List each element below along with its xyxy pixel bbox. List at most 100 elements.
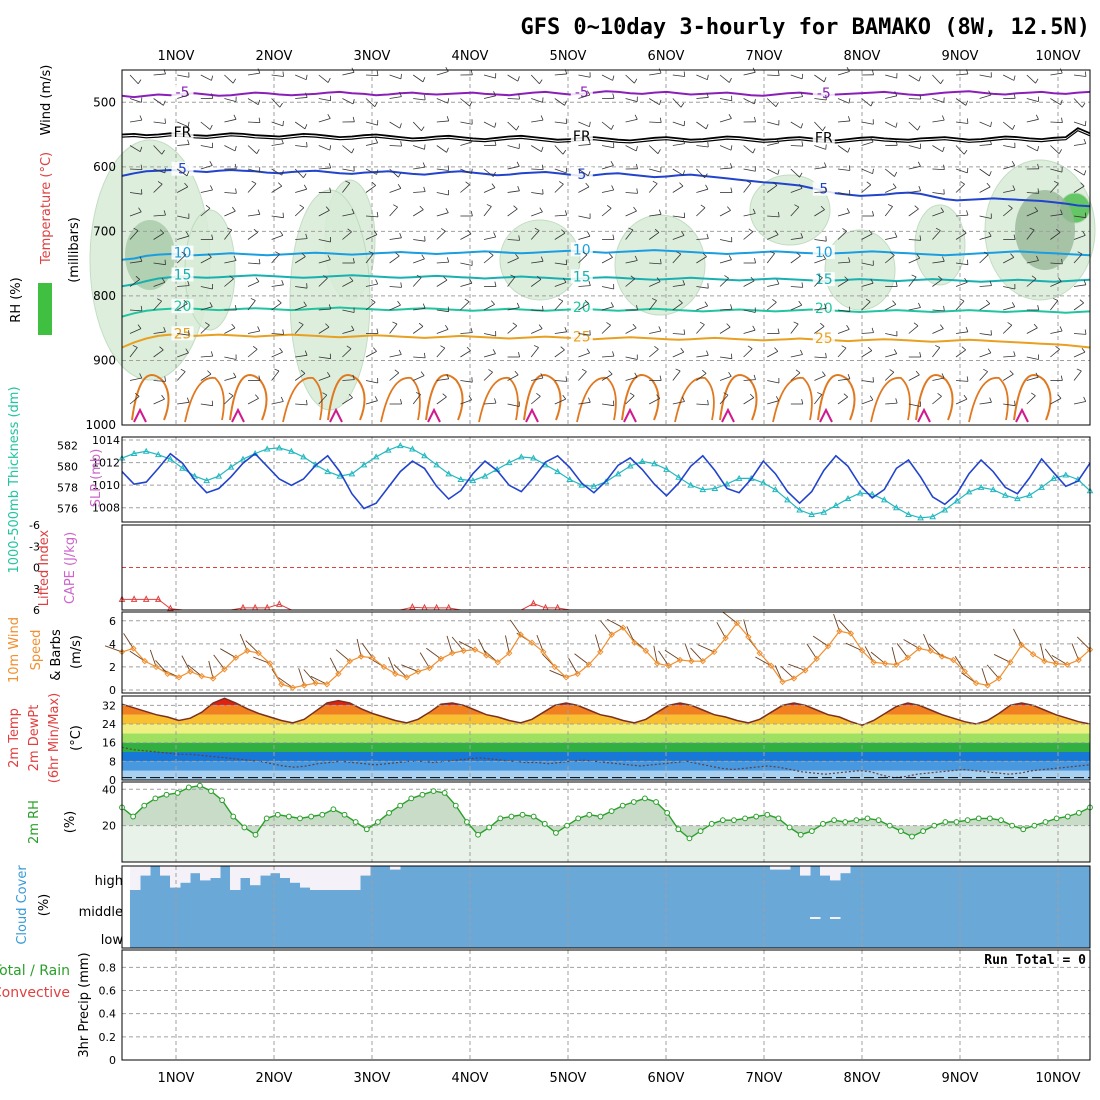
isotherm--5 [121,90,1091,99]
li-marker [154,595,162,602]
rh-marker [897,828,904,834]
wind-barb [932,260,945,264]
wind-barb [1050,72,1063,76]
rh-marker [764,811,771,818]
slp-marker [772,486,779,493]
wind-barb [1073,235,1086,240]
wind-barb [365,142,378,146]
wind-barb [177,74,190,78]
surface-wind-barb [1076,636,1091,650]
wind-barb-feather [704,173,708,178]
wind-barb [837,396,848,405]
wind-barb [884,371,895,381]
wind-barb [1073,74,1086,77]
wind-barb [436,261,449,264]
wind-barb [908,165,921,170]
wind-barb [766,98,777,107]
wind-barb [861,301,871,311]
wind-speed-marker [1007,659,1014,666]
rh-marker [664,810,671,816]
wind-barb [955,232,967,240]
wind-barb-feather [728,255,732,260]
wind-speed-marker [1041,657,1048,665]
rh-marker [263,815,270,822]
rh-marker [185,784,192,791]
surface-wind-barb [245,640,259,654]
rh2m-frame [121,781,1091,863]
wind-barb-feather [702,252,707,257]
day-label-bottom: 5NOV [550,1071,587,1086]
wind-barb [342,280,354,287]
wind-barb [1026,74,1036,84]
rh-marker [386,810,392,816]
wind-barb-feather [609,253,613,258]
wind-barb [1050,98,1061,106]
wind-barb [294,373,306,381]
wind-speed-marker [369,654,376,661]
wind10-axis-label: 10m Wind [7,617,22,683]
wind-barb-feather [793,321,799,325]
wind-barb-feather [185,90,190,96]
surface-wind-barb [1039,643,1045,662]
slp-marker [626,462,634,469]
rh-marker [820,820,826,827]
wind-barb [885,236,898,240]
wind-barb [342,71,355,76]
wind-speed-marker [528,639,536,646]
rh-marker [642,795,648,802]
isotherm-label: 5 [178,162,187,178]
wind-speed-marker [961,668,968,675]
wind-barb [247,232,258,240]
wind-barb-feather [565,118,568,124]
slp-marker [723,480,731,487]
wind-barb-feather [234,145,237,152]
rh-marker [1064,813,1071,820]
wind-barb [625,278,636,287]
wind-barb-feather [564,327,568,332]
wind-barb-feather [493,91,497,96]
wind-barb [129,347,138,358]
wind-barb [908,190,921,193]
wind-barb-feather [467,229,472,235]
high-cloud-gap [320,866,331,890]
rh-marker [1031,822,1038,829]
wind-barb-feather [470,327,473,333]
wind-barb-feather [305,233,308,239]
wind-barb-feather [164,167,166,173]
wind-barb [790,168,800,178]
wind-speed-marker [278,681,285,688]
rh-color-key [38,283,52,335]
wind-barb-feather [252,345,258,350]
wind-barb-feather [281,138,284,144]
wind-barb [955,73,968,76]
wind-barb-feather [494,140,497,146]
wind-barb [436,212,449,217]
wind-barb [389,74,402,80]
wind-barb [1073,284,1086,287]
surface-wind-barb [653,645,658,664]
wind-speed-marker [392,670,399,678]
rh-marker [719,817,726,824]
isotherm-5 [121,168,1091,208]
wind-barb [837,212,850,217]
wind-barb-feather [421,126,425,131]
wind-speed-marker [859,647,866,654]
wind-barb [460,233,472,240]
wind-barb [766,301,777,311]
wind-barb [790,323,799,334]
wind-barb [271,370,280,381]
wind-barb [767,121,779,126]
wind-barb [554,73,567,76]
wind-barb-feather [185,348,189,354]
wind-barb-feather [1079,299,1084,304]
wind-barb-feather [328,163,332,169]
wind-barb [436,329,449,334]
rh-marker [619,802,626,809]
wind-barb-feather [610,160,614,166]
wind-barb-feather [559,181,564,185]
wind-barb-feather [491,183,496,188]
surface-isotherm [425,374,464,421]
wind-barb [176,303,188,311]
rh-marker [797,831,804,838]
wind-barb-feather [139,115,143,121]
